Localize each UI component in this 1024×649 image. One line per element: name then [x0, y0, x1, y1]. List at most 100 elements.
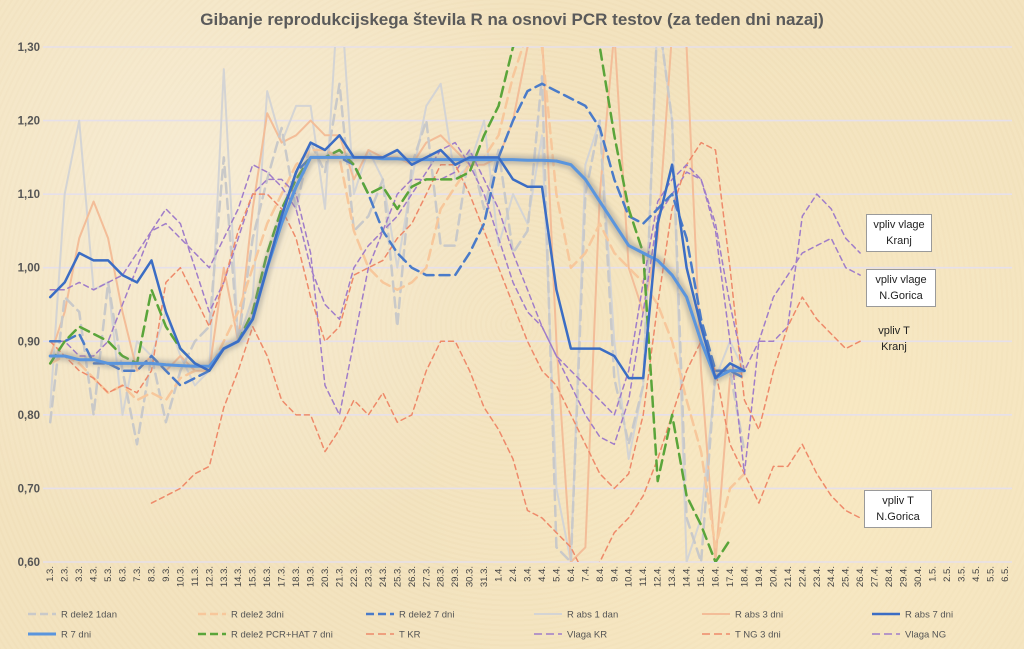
series-line	[48, 82, 746, 387]
x-tick-label: 5.4.	[551, 566, 562, 582]
series-line	[49, 141, 861, 416]
y-tick-label: 0,80	[18, 410, 40, 422]
x-tick-label: 30.4.	[913, 566, 924, 587]
y-tick-label: 0,60	[18, 557, 40, 569]
x-tick-label: 6.4.	[566, 566, 577, 582]
x-tick-label: 3.4.	[523, 566, 534, 582]
y-tick-label: 1,20	[18, 116, 40, 128]
x-tick-label: 21.4.	[783, 566, 794, 587]
x-tick-label: 4.4.	[537, 566, 548, 582]
x-tick-label: 1.5.	[927, 566, 938, 582]
legend-label: R delež 7 dni	[399, 610, 454, 621]
series-line	[48, 155, 746, 380]
annotation-box: vpliv vlage Kranj	[866, 214, 932, 252]
x-tick-label: 13.4.	[667, 566, 678, 587]
x-tick-label: 10.3.	[175, 566, 186, 587]
x-tick-label: 15.3.	[248, 566, 259, 587]
x-tick-label: 26.4.	[855, 566, 866, 587]
x-tick-label: 24.4.	[826, 566, 837, 587]
x-tick-label: 16.3.	[262, 566, 273, 587]
x-tick-label: 1.3.	[45, 566, 56, 582]
x-tick-label: 12.4.	[653, 566, 664, 587]
legend-label: R abs 7 dni	[905, 610, 953, 621]
x-tick-label: 15.4.	[696, 566, 707, 587]
x-tick-label: 9.4.	[609, 566, 620, 582]
legend-label: Vlaga NG	[905, 630, 946, 641]
series-line	[150, 325, 861, 562]
series-line	[48, 47, 746, 562]
x-tick-label: 14.4.	[682, 566, 693, 587]
chart-title: Gibanje reprodukcijskega števila R na os…	[200, 10, 824, 29]
x-tick-label: 11.4.	[638, 566, 649, 586]
series-line	[49, 47, 746, 562]
x-tick-label: 28.4.	[884, 566, 895, 587]
annotation-line: Kranj	[881, 341, 907, 353]
x-tick-label: 28.3.	[436, 566, 447, 587]
x-tick-label: 24.3.	[378, 566, 389, 587]
x-tick-label: 27.4.	[870, 566, 881, 587]
x-tick-label: 7.4.	[580, 566, 591, 582]
annotation-box: vpliv vlage N.Gorica	[866, 269, 936, 307]
legend-label: R abs 3 dni	[735, 610, 783, 621]
legend-label: T KR	[399, 630, 421, 641]
series-line	[48, 47, 746, 549]
x-tick-label: 4.5.	[971, 566, 982, 582]
x-tick-label: 8.4.	[595, 566, 606, 582]
legend-label: T NG 3 dni	[735, 630, 781, 641]
x-tick-label: 3.5.	[956, 566, 967, 582]
x-tick-label: 20.3.	[320, 566, 331, 587]
series-line	[49, 149, 861, 475]
x-tick-label: 29.4.	[899, 566, 910, 587]
x-tick-label: 26.3.	[407, 566, 418, 587]
series-line	[48, 134, 746, 380]
x-tick-label: 5.5.	[985, 566, 996, 582]
annotation-line: vpliv T	[882, 495, 914, 507]
x-tick-label: 18.4.	[739, 566, 750, 587]
series-line	[48, 47, 732, 562]
x-tick-label: 2.4.	[508, 566, 519, 582]
annotation-line: vpliv T	[878, 325, 910, 337]
x-tick-label: 19.3.	[306, 566, 317, 587]
x-tick-label: 31.3.	[479, 566, 490, 587]
y-tick-label: 1,30	[18, 42, 40, 54]
x-tick-label: 29.3.	[450, 566, 461, 587]
x-tick-label: 25.4.	[841, 566, 852, 587]
x-tick-label: 7.3.	[132, 566, 143, 582]
legend-label: Vlaga KR	[567, 630, 607, 641]
x-tick-label: 10.4.	[624, 566, 635, 587]
annotation-line: N.Gorica	[879, 290, 923, 302]
x-tick-label: 27.3.	[421, 566, 432, 587]
x-tick-label: 12.3.	[204, 566, 215, 587]
annotation-line: Kranj	[886, 235, 912, 247]
x-tick-label: 1.4.	[494, 566, 505, 582]
legend-label: R 7 dni	[61, 630, 91, 641]
x-tick-label: 9.3.	[161, 566, 172, 582]
y-tick-label: 0,90	[18, 336, 40, 348]
x-tick-label: 2.5.	[942, 566, 953, 582]
annotation-line: vpliv vlage	[875, 274, 927, 286]
x-tick-label: 25.3.	[392, 566, 403, 587]
y-tick-label: 1,10	[18, 189, 40, 201]
x-tick-label: 23.4.	[812, 566, 823, 587]
legend-label: R abs 1 dan	[567, 610, 618, 621]
x-tick-label: 20.4.	[768, 566, 779, 587]
x-tick-label: 8.3.	[146, 566, 157, 582]
x-tick-label: 11.3.	[190, 566, 201, 586]
x-tick-label: 3.3.	[74, 566, 85, 582]
annotation-box: vpliv T Kranj	[866, 321, 922, 357]
x-tick-label: 19.4.	[754, 566, 765, 587]
y-tick-label: 0,70	[18, 483, 40, 495]
annotation-line: vpliv vlage	[873, 219, 925, 231]
x-tick-label: 16.4.	[711, 566, 722, 587]
x-tick-label: 30.3.	[465, 566, 476, 587]
x-tick-label: 23.3.	[363, 566, 374, 587]
annotation-box: vpliv T N.Gorica	[864, 490, 932, 528]
x-tick-label: 21.3.	[334, 566, 345, 587]
x-tick-label: 22.4.	[797, 566, 808, 587]
x-tick-label: 18.3.	[291, 566, 302, 587]
x-tick-label: 2.3.	[60, 566, 71, 582]
legend-label: R delež 1dan	[61, 610, 117, 621]
x-tick-label: 14.3.	[233, 566, 244, 587]
annotation-line: N.Gorica	[876, 511, 920, 523]
legend-label: R delež PCR+HAT 7 dni	[231, 630, 333, 641]
